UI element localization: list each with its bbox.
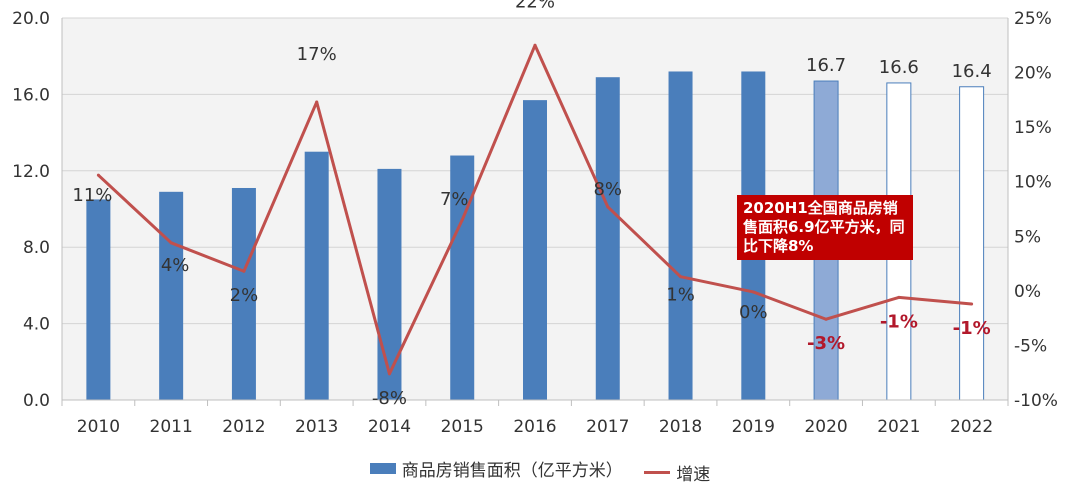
x-tick-label: 2019 bbox=[732, 417, 775, 437]
growth-value-label: 11% bbox=[72, 185, 112, 206]
y-right-tick: -5% bbox=[1014, 336, 1047, 356]
y-right-tick: 15% bbox=[1014, 118, 1052, 138]
growth-value-label: 4% bbox=[161, 255, 190, 276]
bar bbox=[377, 168, 402, 400]
y-right-tick: 0% bbox=[1014, 282, 1041, 302]
x-tick-label: 2015 bbox=[441, 417, 484, 437]
x-tick-label: 2017 bbox=[586, 417, 629, 437]
growth-value-label: 17% bbox=[297, 44, 337, 65]
annotation-box: 2020H1全国商品房销售面积6.9亿平方米，同比下降8% bbox=[737, 195, 913, 260]
line-point bbox=[606, 205, 610, 209]
line-point bbox=[824, 317, 828, 321]
legend: 商品房销售面积（亿平方米） 增速 bbox=[0, 456, 1080, 485]
bar bbox=[159, 191, 184, 400]
y-left-tick: 12.0 bbox=[12, 162, 50, 182]
legend-item-bar: 商品房销售面积（亿平方米） bbox=[369, 456, 623, 481]
bar bbox=[668, 71, 693, 400]
y-left-tick: 4.0 bbox=[23, 315, 50, 335]
legend-label-bar: 商品房销售面积（亿平方米） bbox=[401, 461, 623, 481]
growth-value-label: 0% bbox=[739, 302, 768, 323]
growth-value-label: -8% bbox=[372, 388, 407, 409]
bars bbox=[86, 71, 985, 401]
bar bbox=[595, 77, 620, 401]
growth-value-label: -1% bbox=[880, 311, 918, 332]
data-labels: 16.7 16.6 16.4 11% 4% 2% 17% -8% 7% 22% 8% 1% 0% -3% -… bbox=[72, 0, 991, 409]
line-point bbox=[96, 173, 100, 177]
bar bbox=[86, 199, 111, 400]
line-point bbox=[533, 43, 537, 47]
bar bbox=[450, 155, 475, 400]
bar bbox=[959, 86, 985, 401]
line-point bbox=[970, 302, 974, 306]
bar-value-label: 16.7 bbox=[806, 55, 846, 76]
bar bbox=[304, 151, 329, 400]
line-point bbox=[315, 100, 319, 104]
bar bbox=[231, 187, 256, 400]
y-right-tick: 20% bbox=[1014, 64, 1052, 84]
line-point bbox=[387, 372, 391, 376]
y-right-tick: 25% bbox=[1014, 9, 1052, 29]
line-point bbox=[169, 241, 173, 245]
growth-line bbox=[96, 43, 974, 376]
y-right-tick: -10% bbox=[1014, 391, 1058, 411]
legend-item-line: 增速 bbox=[644, 460, 710, 485]
y-left-tick: 20.0 bbox=[12, 9, 50, 29]
bar bbox=[523, 100, 547, 400]
growth-value-label: -1% bbox=[953, 318, 991, 339]
x-tick-label: 2020 bbox=[804, 417, 847, 437]
x-tick-label: 2016 bbox=[513, 417, 556, 437]
growth-value-label: 1% bbox=[666, 285, 695, 306]
x-tick-label: 2021 bbox=[877, 417, 920, 437]
growth-value-label: 8% bbox=[593, 179, 622, 200]
legend-swatch-line bbox=[644, 471, 671, 474]
line-point bbox=[460, 218, 464, 222]
x-tick-label: 2010 bbox=[77, 417, 120, 437]
growth-value-label: 2% bbox=[230, 285, 259, 306]
legend-swatch-bar bbox=[369, 463, 396, 474]
x-tick-label: 2014 bbox=[368, 417, 411, 437]
growth-value-label: 22% bbox=[515, 0, 555, 12]
y-left-tick: 0.0 bbox=[23, 391, 50, 411]
x-tick-label: 2011 bbox=[150, 417, 193, 437]
growth-value-label: 7% bbox=[440, 189, 469, 210]
y-left-tick: 8.0 bbox=[23, 238, 50, 258]
legend-label-line: 增速 bbox=[676, 465, 711, 485]
bar-value-label: 16.6 bbox=[879, 57, 919, 78]
growth-value-label: -3% bbox=[807, 333, 845, 354]
y-right-tick: 5% bbox=[1014, 227, 1041, 247]
x-tick-label: 2012 bbox=[222, 417, 265, 437]
line-point bbox=[751, 290, 755, 294]
line-point bbox=[242, 269, 246, 273]
bar-value-label: 16.4 bbox=[952, 61, 992, 82]
axes: 0.0 4.0 8.0 12.0 16.0 20.0 -10% -5% 0% 5% 10% 15% 20… bbox=[12, 9, 1058, 437]
line-point bbox=[679, 275, 683, 279]
x-tick-label: 2018 bbox=[659, 417, 702, 437]
y-left-tick: 16.0 bbox=[12, 85, 50, 105]
line-point bbox=[897, 295, 901, 299]
x-tick-label: 2022 bbox=[950, 417, 993, 437]
x-tick-label: 2013 bbox=[295, 417, 338, 437]
y-right-tick: 10% bbox=[1014, 173, 1052, 193]
